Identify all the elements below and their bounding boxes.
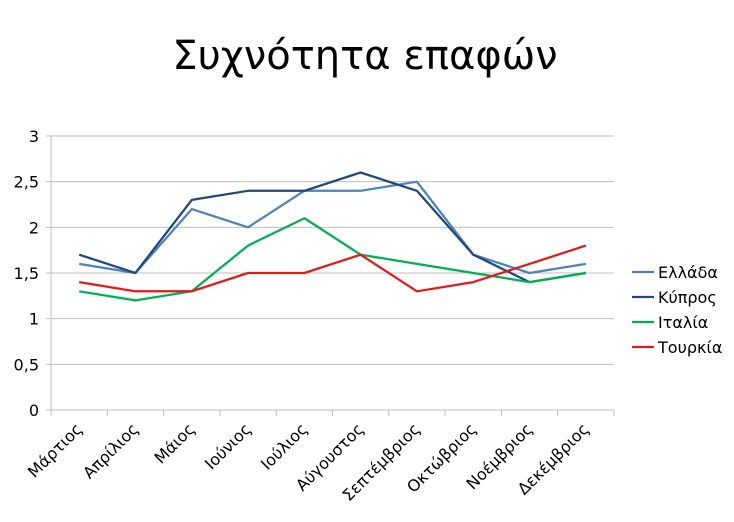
legend-label: Τουρκία <box>657 338 722 357</box>
x-tick-label: Μάιος <box>151 419 199 467</box>
legend-label: Κύπρος <box>658 288 717 307</box>
grid <box>51 135 614 365</box>
series-line <box>79 244 587 293</box>
y-tick-label: 2,5 <box>14 173 39 192</box>
y-tick-label: 0 <box>29 401 39 420</box>
x-tick-label: Απρίλιος <box>79 419 142 482</box>
series-line <box>79 180 587 275</box>
y-tick-labels: 0 0,5 1 1,5 2 2,5 3 <box>14 127 39 420</box>
legend-label: Ιταλία <box>658 313 708 332</box>
x-tick-label: Μάρτιος <box>24 419 86 481</box>
series-line <box>79 217 587 302</box>
chart-title: Συχνότητα επαφών <box>172 33 557 79</box>
y-tick-label: 2 <box>29 218 39 237</box>
y-tick-label: 0,5 <box>14 355 39 374</box>
x-tick-label: Ιούλιος <box>257 419 311 473</box>
y-tick-label: 3 <box>29 127 39 146</box>
series-line <box>78 171 587 284</box>
series-lines <box>78 171 587 302</box>
axes <box>46 135 615 416</box>
legend: Ελλάδα Κύπρος Ιταλία Τουρκία <box>632 263 722 357</box>
legend-label: Ελλάδα <box>658 263 718 282</box>
x-tick-label: Ιούνιος <box>201 419 255 473</box>
y-tick-label: 1,5 <box>14 264 39 283</box>
y-tick-label: 1 <box>29 310 39 329</box>
